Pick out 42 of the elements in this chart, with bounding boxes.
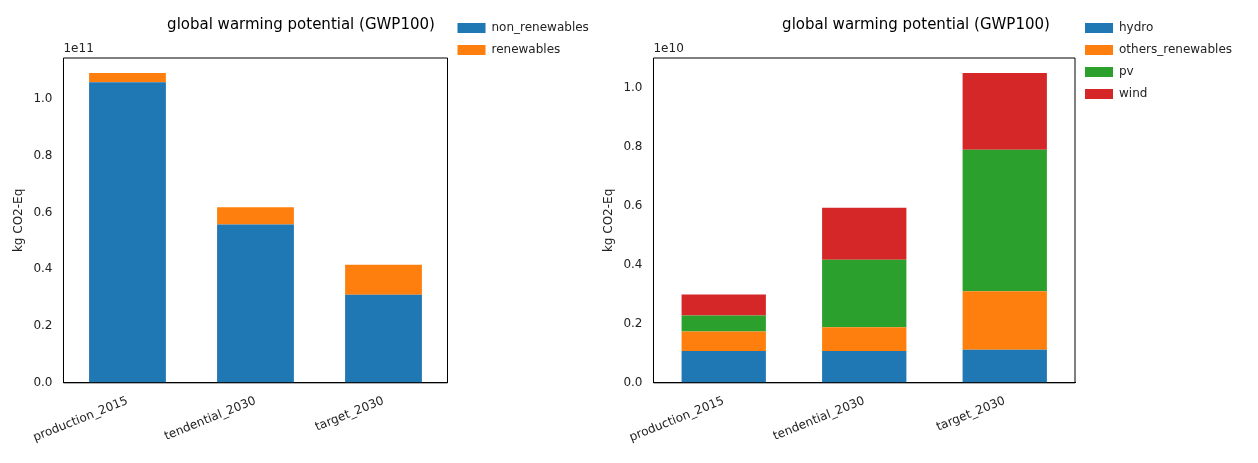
- bar: [217, 207, 294, 225]
- bar: [962, 73, 1047, 150]
- bar: [822, 327, 907, 351]
- bar: [822, 350, 907, 383]
- y-axis-title: kg CO2-Eq: [601, 188, 616, 253]
- bar: [681, 294, 766, 316]
- legend-label: renewables: [491, 42, 561, 57]
- bar: [962, 291, 1047, 350]
- y-tick-label: 0.0: [623, 374, 643, 389]
- bar: [962, 349, 1047, 383]
- y-tick-label: 0.6: [623, 197, 643, 212]
- bar: [345, 264, 422, 295]
- bar: [681, 331, 766, 351]
- legend-label: pv: [1119, 64, 1134, 79]
- bar: [217, 224, 294, 383]
- text: 1e10: [653, 41, 684, 56]
- legend-label: others_renewables: [1119, 42, 1233, 57]
- chart-title: global warming potential (GWP100): [167, 14, 435, 33]
- legend-label: non_renewables: [491, 20, 589, 35]
- y-tick-label: 0.2: [623, 315, 643, 330]
- y-tick-label: 1.0: [33, 91, 53, 106]
- bar: [681, 315, 766, 332]
- bar: [345, 294, 422, 383]
- bar: [822, 207, 907, 260]
- bar: [822, 259, 907, 328]
- y-tick-label: 0.8: [623, 138, 643, 153]
- y-tick-label: 0.8: [33, 147, 53, 162]
- y-axis-title: kg CO2-Eq: [11, 188, 26, 253]
- chart-title: global warming potential (GWP100): [782, 14, 1050, 33]
- y-tick-label: 0.2: [33, 318, 53, 333]
- legend-label: hydro: [1119, 20, 1154, 35]
- legend-label: wind: [1119, 86, 1148, 101]
- bar: [89, 82, 166, 383]
- text: 1e11: [63, 41, 94, 56]
- bar: [89, 73, 166, 83]
- y-tick-label: 0.4: [623, 256, 643, 271]
- bar: [962, 149, 1047, 292]
- y-tick-label: 0.6: [33, 204, 53, 219]
- y-tick-label: 0.0: [33, 374, 53, 389]
- y-tick-label: 0.4: [33, 261, 53, 276]
- y-tick-label: 1.0: [623, 79, 643, 94]
- bar: [681, 350, 766, 383]
